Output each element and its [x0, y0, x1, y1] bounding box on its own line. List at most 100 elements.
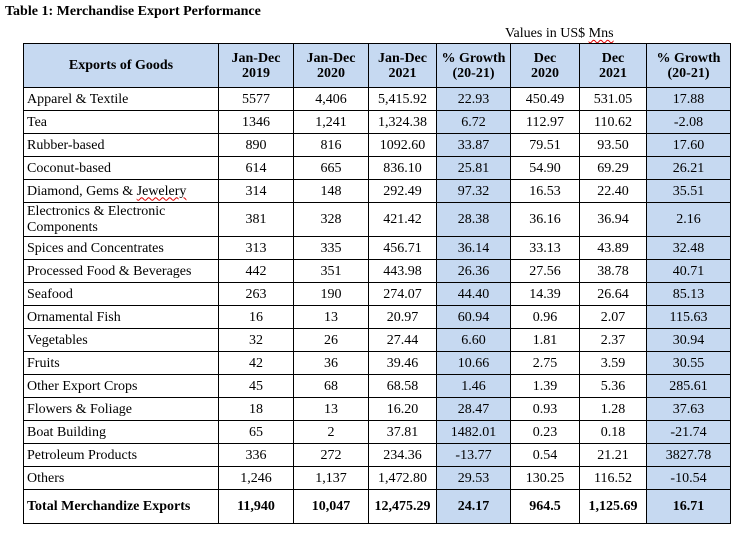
- cell-jan-dec-2021: 274.07: [368, 282, 437, 306]
- row-label-line: Electronics & Electronic: [27, 203, 166, 219]
- cell-growth-dec: 30.55: [646, 351, 731, 375]
- header-line: Dec: [533, 50, 557, 66]
- cell-jan-dec-2019: 16: [218, 305, 294, 329]
- total-dec-2020: 964.5: [510, 489, 580, 524]
- row-label: Tea: [23, 110, 219, 134]
- cell-dec-2020: 0.54: [510, 443, 580, 467]
- cell-growth-annual: 6.72: [436, 110, 511, 134]
- cell-dec-2021: 0.18: [579, 420, 647, 444]
- cell-growth-dec: -2.08: [646, 110, 731, 134]
- cell-growth-dec: 17.60: [646, 133, 731, 157]
- cell-jan-dec-2020: 665: [293, 156, 369, 180]
- cell-jan-dec-2020: 816: [293, 133, 369, 157]
- cell-dec-2021: 93.50: [579, 133, 647, 157]
- header-growth-dec: % Growth (20-21): [646, 43, 731, 88]
- cell-dec-2021: 36.94: [579, 202, 647, 237]
- cell-jan-dec-2021: 292.49: [368, 179, 437, 203]
- cell-jan-dec-2019: 442: [218, 259, 294, 283]
- cell-dec-2021: 43.89: [579, 236, 647, 260]
- table-row: Seafood 263 190 274.07 44.40 14.39 26.64…: [23, 282, 731, 306]
- cell-jan-dec-2019: 890: [218, 133, 294, 157]
- cell-dec-2021: 531.05: [579, 87, 647, 111]
- cell-jan-dec-2019: 1,246: [218, 466, 294, 490]
- row-label-part: Jewelery: [136, 183, 187, 199]
- row-label: Other Export Crops: [23, 374, 219, 398]
- cell-dec-2021: 69.29: [579, 156, 647, 180]
- cell-growth-dec: 85.13: [646, 282, 731, 306]
- cell-growth-dec: 115.63: [646, 305, 731, 329]
- cell-dec-2021: 116.52: [579, 466, 647, 490]
- cell-jan-dec-2021: 39.46: [368, 351, 437, 375]
- cell-growth-annual: 22.93: [436, 87, 511, 111]
- cell-jan-dec-2021: 16.20: [368, 397, 437, 421]
- total-label: Total Merchandize Exports: [23, 489, 219, 524]
- cell-dec-2021: 22.40: [579, 179, 647, 203]
- cell-jan-dec-2021: 421.42: [368, 202, 437, 237]
- header-line: 2021: [388, 65, 417, 81]
- cell-dec-2020: 1.39: [510, 374, 580, 398]
- row-label: Diamond, Gems & Jewelery: [23, 179, 219, 203]
- cell-growth-dec: 3827.78: [646, 443, 731, 467]
- cell-jan-dec-2021: 68.58: [368, 374, 437, 398]
- total-jan-dec-2019: 11,940: [218, 489, 294, 524]
- cell-dec-2021: 38.78: [579, 259, 647, 283]
- table-row: Rubber-based 890 816 1092.60 33.87 79.51…: [23, 133, 731, 157]
- row-label: Coconut-based: [23, 156, 219, 180]
- row-label-line: Components: [27, 219, 98, 235]
- header-line: 2021: [599, 65, 627, 81]
- total-jan-dec-2020: 10,047: [293, 489, 369, 524]
- total-jan-dec-2021: 12,475.29: [368, 489, 437, 524]
- cell-jan-dec-2019: 313: [218, 236, 294, 260]
- header-jan-dec-2020: Jan-Dec 2020: [293, 43, 369, 88]
- header-line: 2020: [317, 65, 345, 81]
- cell-growth-annual: 26.36: [436, 259, 511, 283]
- row-label-part: Diamond, Gems &: [27, 183, 137, 199]
- cell-jan-dec-2020: 1,241: [293, 110, 369, 134]
- row-label: Electronics & Electronic Components: [23, 202, 219, 237]
- header-dec-2021: Dec 2021: [579, 43, 647, 88]
- cell-jan-dec-2020: 328: [293, 202, 369, 237]
- cell-jan-dec-2020: 335: [293, 236, 369, 260]
- cell-jan-dec-2019: 18: [218, 397, 294, 421]
- cell-dec-2020: 16.53: [510, 179, 580, 203]
- row-label: Others: [23, 466, 219, 490]
- header-line: Jan-Dec: [378, 50, 427, 66]
- cell-dec-2021: 21.21: [579, 443, 647, 467]
- table-row: Apparel & Textile 5577 4,406 5,415.92 22…: [23, 87, 731, 111]
- values-unit-note: Values in US$ Mns: [505, 26, 614, 42]
- cell-growth-dec: -21.74: [646, 420, 731, 444]
- table-row: Vegetables 32 26 27.44 6.60 1.81 2.37 30…: [23, 328, 731, 352]
- cell-dec-2021: 3.59: [579, 351, 647, 375]
- cell-dec-2020: 130.25: [510, 466, 580, 490]
- cell-growth-dec: -10.54: [646, 466, 731, 490]
- header-line: 2020: [531, 65, 559, 81]
- row-label: Spices and Concentrates: [23, 236, 219, 260]
- cell-growth-annual: 28.47: [436, 397, 511, 421]
- table-row: Others 1,246 1,137 1,472.80 29.53 130.25…: [23, 466, 731, 490]
- table-row: Boat Building 65 2 37.81 1482.01 0.23 0.…: [23, 420, 731, 444]
- row-label: Vegetables: [23, 328, 219, 352]
- cell-dec-2021: 2.37: [579, 328, 647, 352]
- cell-dec-2020: 33.13: [510, 236, 580, 260]
- header-jan-dec-2021: Jan-Dec 2021: [368, 43, 437, 88]
- cell-jan-dec-2019: 32: [218, 328, 294, 352]
- row-label: Flowers & Foliage: [23, 397, 219, 421]
- table-row: Diamond, Gems & Jewelery 314 148 292.49 …: [23, 179, 731, 203]
- row-label: Ornamental Fish: [23, 305, 219, 329]
- cell-jan-dec-2021: 37.81: [368, 420, 437, 444]
- cell-jan-dec-2021: 27.44: [368, 328, 437, 352]
- cell-growth-annual: 97.32: [436, 179, 511, 203]
- cell-growth-dec: 35.51: [646, 179, 731, 203]
- cell-dec-2020: 54.90: [510, 156, 580, 180]
- cell-growth-dec: 26.21: [646, 156, 731, 180]
- cell-jan-dec-2019: 263: [218, 282, 294, 306]
- row-label: Petroleum Products: [23, 443, 219, 467]
- table-title: Table 1: Merchandise Export Performance: [5, 4, 261, 19]
- cell-jan-dec-2021: 234.36: [368, 443, 437, 467]
- row-label: Fruits: [23, 351, 219, 375]
- cell-growth-annual: -13.77: [436, 443, 511, 467]
- cell-growth-annual: 1482.01: [436, 420, 511, 444]
- cell-jan-dec-2019: 42: [218, 351, 294, 375]
- cell-jan-dec-2021: 20.97: [368, 305, 437, 329]
- cell-jan-dec-2021: 836.10: [368, 156, 437, 180]
